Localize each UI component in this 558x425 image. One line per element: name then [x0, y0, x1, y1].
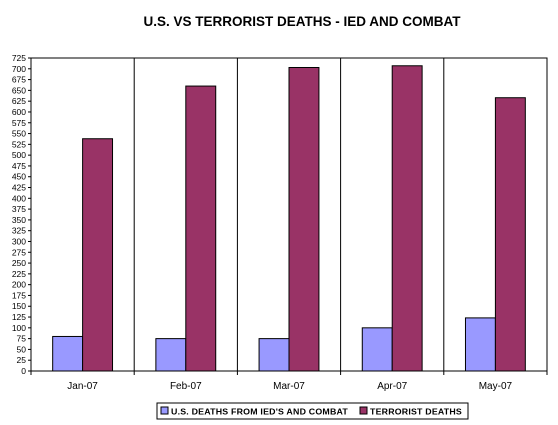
- y-tick-label: 75: [17, 334, 27, 344]
- y-tick-label: 475: [12, 161, 26, 171]
- bar-us-deaths-may-07: [464, 317, 496, 372]
- y-tick-label: 100: [12, 323, 26, 333]
- y-axis: 0255075100125150175200225250275300325350…: [12, 53, 31, 376]
- y-tick-label: 525: [12, 139, 26, 149]
- y-tick-label: 675: [12, 75, 26, 85]
- y-tick-label: 0: [21, 366, 26, 376]
- chart-title: U.S. VS TERRORIST DEATHS - IED AND COMBA…: [143, 14, 461, 29]
- y-tick-label: 725: [12, 53, 26, 63]
- bars: [52, 65, 526, 372]
- y-tick-label: 600: [12, 107, 26, 117]
- y-tick-label: 225: [12, 269, 26, 279]
- y-tick-label: 200: [12, 280, 26, 290]
- y-tick-label: 375: [12, 204, 26, 214]
- y-tick-label: 650: [12, 85, 26, 95]
- bar-us-deaths-feb-07: [155, 338, 187, 372]
- y-tick-label: 700: [12, 64, 26, 74]
- y-tick-label: 625: [12, 96, 26, 106]
- bar-us-deaths-jan-07: [52, 335, 84, 372]
- bar-terrorist-deaths-apr-07: [391, 65, 423, 372]
- bar-terrorist-deaths-jan-07: [82, 138, 114, 372]
- legend: U.S. DEATHS FROM IED'S AND COMBAT TERRORI…: [156, 402, 469, 420]
- bar-terrorist-deaths-feb-07: [185, 85, 217, 372]
- legend-label: U.S. DEATHS FROM IED'S AND COMBAT: [171, 407, 349, 417]
- legend-label: TERRORIST DEATHS: [370, 407, 462, 417]
- bar-terrorist-deaths-may-07: [494, 97, 526, 372]
- y-tick-label: 150: [12, 301, 26, 311]
- y-tick-label: 25: [17, 355, 27, 365]
- legend-swatch: [160, 406, 169, 415]
- y-tick-label: 400: [12, 193, 26, 203]
- y-tick-label: 325: [12, 226, 26, 236]
- x-tick-label: Apr-07: [377, 381, 407, 392]
- y-tick-label: 575: [12, 118, 26, 128]
- x-tick-label: Jan-07: [67, 381, 98, 392]
- x-tick-label: Mar-07: [273, 381, 305, 392]
- legend-box: [156, 402, 469, 420]
- y-tick-label: 175: [12, 290, 26, 300]
- legend-swatch: [359, 406, 368, 415]
- x-tick-label: Feb-07: [170, 381, 202, 392]
- bar-us-deaths-mar-07: [258, 338, 290, 372]
- y-tick-label: 450: [12, 172, 26, 182]
- y-tick-label: 50: [17, 344, 27, 354]
- x-axis: Jan-07 Feb-07 Mar-07 Apr-07 May-07: [30, 371, 548, 392]
- y-tick-label: 300: [12, 236, 26, 246]
- x-tick-label: May-07: [479, 381, 513, 392]
- bar-us-deaths-apr-07: [361, 327, 393, 372]
- y-tick-label: 350: [12, 215, 26, 225]
- bar-terrorist-deaths-mar-07: [288, 66, 320, 372]
- y-tick-label: 500: [12, 150, 26, 160]
- y-tick-label: 125: [12, 312, 26, 322]
- y-tick-label: 425: [12, 183, 26, 193]
- y-tick-label: 550: [12, 129, 26, 139]
- y-tick-label: 250: [12, 258, 26, 268]
- grid-lines: [133, 58, 445, 371]
- y-tick-label: 275: [12, 247, 26, 257]
